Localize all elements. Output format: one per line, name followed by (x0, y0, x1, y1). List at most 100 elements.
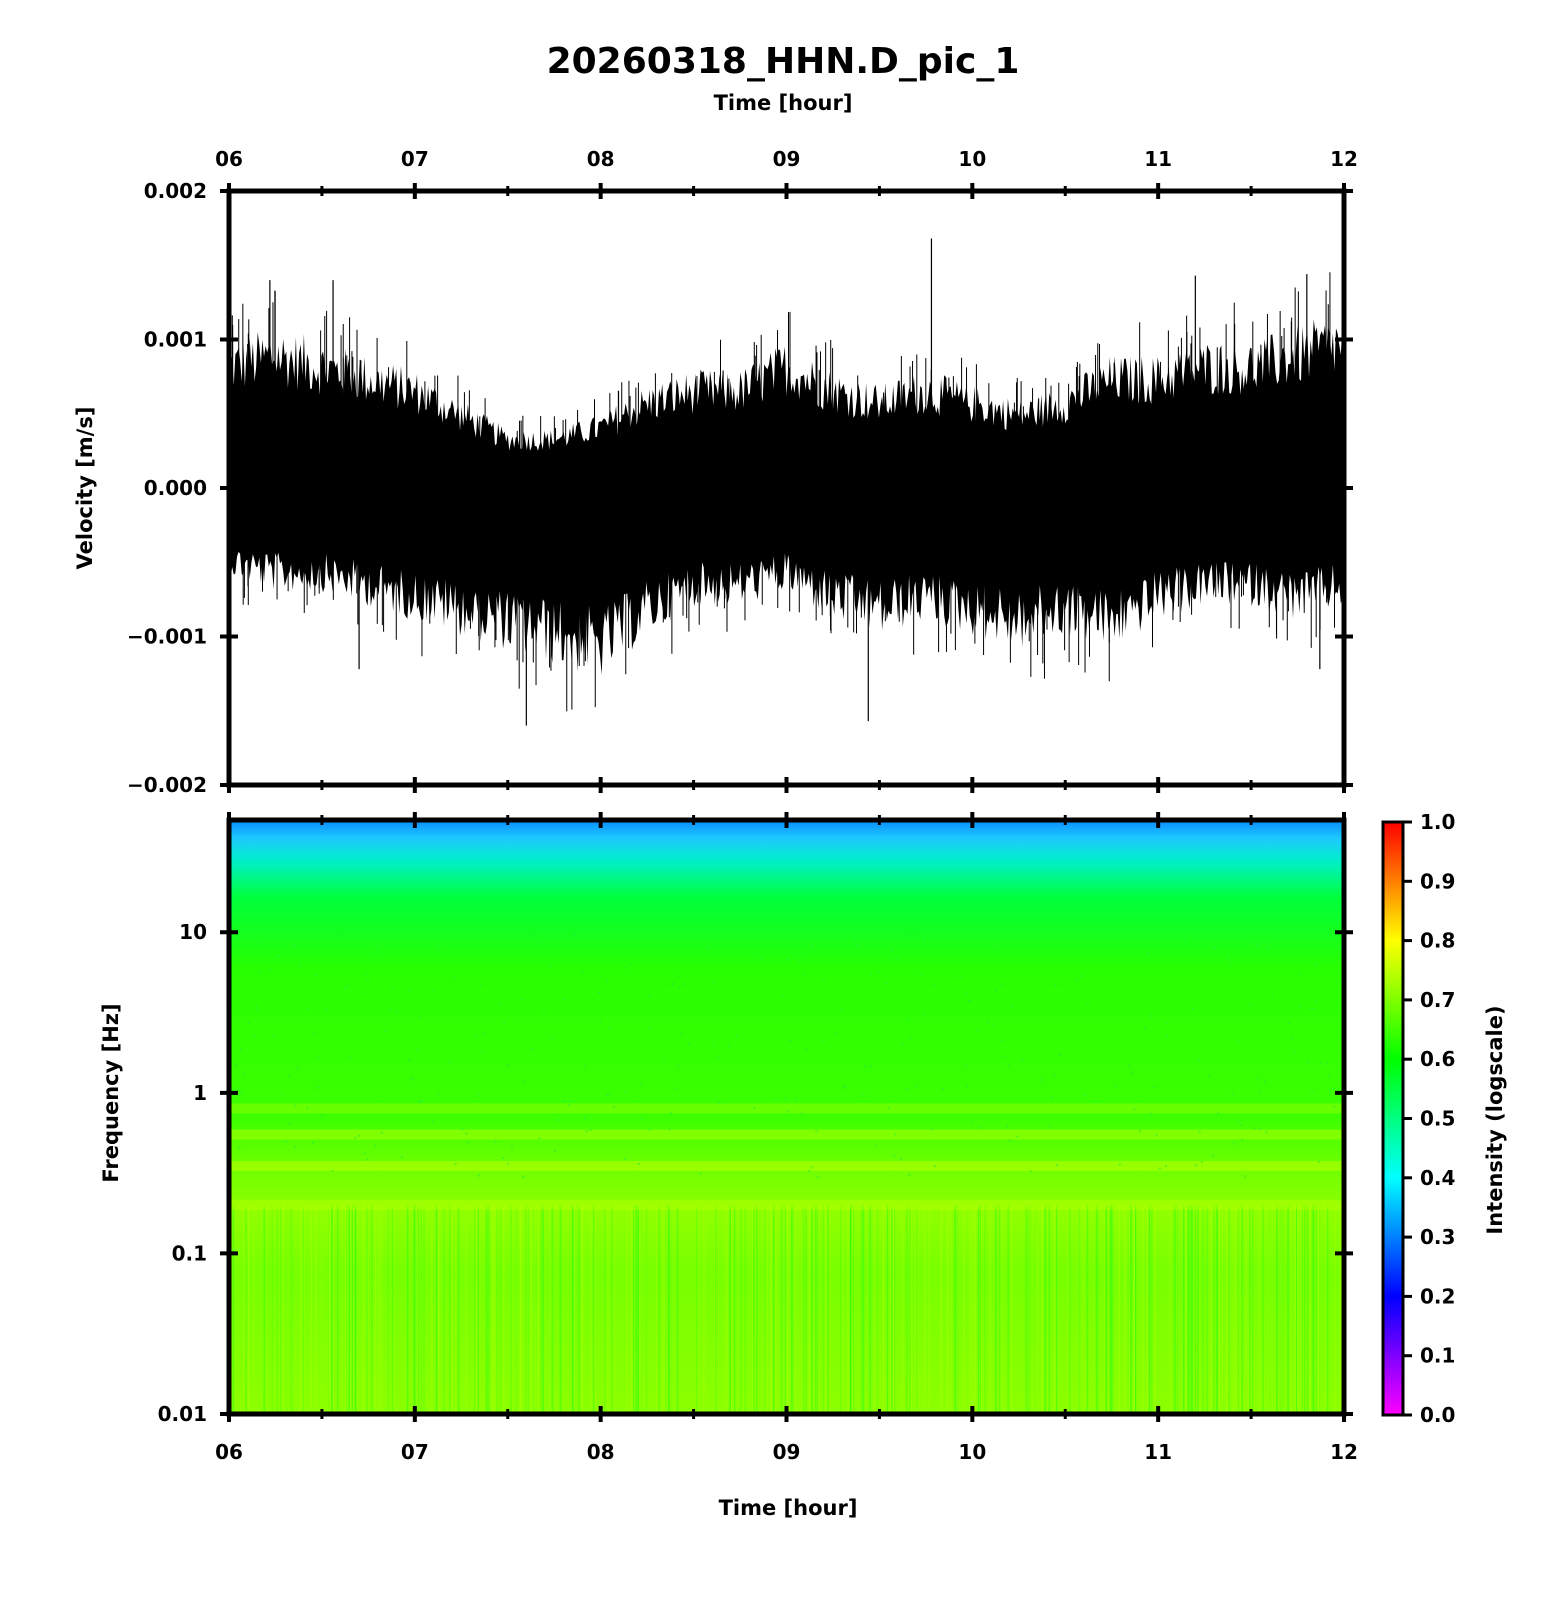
y-tick-label: 0.1 (172, 1241, 207, 1265)
spectrogram-y-ticks: 10 1 0.1 0.01 (158, 920, 1353, 1426)
spectrogram-streak (381, 1205, 383, 1414)
spectrogram-streak (1096, 1205, 1098, 1414)
spectrogram-streak (1035, 1205, 1037, 1414)
spectrogram-streak (1313, 1205, 1315, 1414)
spectrogram-speckle (583, 1117, 586, 1120)
spectrogram-streak (286, 1205, 288, 1414)
spectrogram-speckle (293, 944, 296, 946)
spectrogram-streak (636, 1205, 638, 1414)
spectrogram-speckle (942, 1087, 944, 1090)
spectrogram-speckle (503, 1021, 506, 1024)
spectrogram-streak (1311, 1205, 1313, 1414)
spectrogram-streak (655, 1205, 657, 1414)
spectrogram-streak (449, 1205, 451, 1414)
y-tick-label: −0.001 (127, 625, 207, 649)
spectrogram-streak (805, 1205, 807, 1414)
spectrogram-speckle (507, 1162, 510, 1165)
spectrogram-streak (248, 1205, 250, 1414)
spectrogram-speckle (874, 1144, 877, 1147)
spectrogram-speckle (542, 940, 545, 943)
spectrogram-speckle (894, 1133, 897, 1136)
spectrogram-streak (337, 1205, 339, 1414)
spectrogram-speckle (1146, 952, 1149, 955)
y-tick-label: 0.002 (144, 179, 207, 203)
spectrogram-speckle (854, 939, 857, 942)
spectrogram-streak (1252, 1205, 1254, 1414)
x-tick-label: 12 (1330, 1440, 1358, 1464)
spectrogram-speckle (922, 939, 925, 941)
spectrogram-streak (1245, 1205, 1247, 1414)
spectrogram-speckle (538, 1137, 541, 1140)
spectrogram-speckle (410, 1077, 413, 1080)
spectrogram-speckle (331, 1169, 334, 1172)
spectrogram-speckle (477, 1174, 480, 1177)
spectrogram-streak (387, 1205, 389, 1414)
spectrogram-streak (1056, 1205, 1058, 1414)
spectrogram-streak (458, 1205, 460, 1414)
spectrogram-speckle (530, 1047, 533, 1050)
spectrogram-streak (391, 1205, 393, 1414)
spectrogram-speckle (1312, 1008, 1315, 1010)
x-tick-label: 07 (401, 1440, 429, 1464)
spectrogram-speckle (835, 1033, 838, 1036)
spectrogram-streak (1111, 1205, 1113, 1414)
spectrogram-speckle (438, 947, 441, 950)
spectrogram-speckle (789, 1039, 792, 1042)
spectrogram-streak (1247, 1205, 1249, 1414)
x-tick-label: 08 (587, 147, 615, 171)
spectrogram-streak (1154, 1205, 1157, 1414)
spectrogram-streak (677, 1205, 679, 1414)
spectrogram-streak (928, 1205, 930, 1414)
spectrogram-speckle (968, 999, 971, 1002)
spectrogram-speckle (240, 1048, 243, 1051)
spectrogram-speckle (964, 1065, 967, 1068)
spectrogram-speckle (964, 992, 967, 995)
spectrogram-streak (331, 1205, 333, 1414)
spectrogram-streak (740, 1205, 742, 1414)
spectrogram-speckle (999, 985, 1002, 988)
spectrogram-streak (889, 1205, 891, 1414)
spectrogram-speckle (299, 964, 302, 967)
spectrogram-streak (1190, 1205, 1192, 1414)
spectrogram-streak (407, 1205, 409, 1414)
spectrogram-speckle (1326, 1062, 1329, 1065)
spectrogram-speckle (1268, 941, 1271, 944)
spectrogram-streak (431, 1205, 433, 1414)
spectrogram-speckle (376, 944, 379, 947)
spectrogram-speckle (678, 975, 681, 977)
spectrogram-streak (413, 1205, 415, 1414)
spectrogram-streak (1035, 1205, 1037, 1414)
spectrogram-streak (516, 1205, 518, 1414)
spectrogram-streak (1262, 1205, 1264, 1414)
spectrogram-streak (824, 1205, 827, 1414)
spectrogram-streak (1309, 1205, 1312, 1414)
spectrogram-streak (531, 1205, 533, 1414)
spectrogram-speckle (511, 1145, 513, 1148)
spectrogram-streak (374, 1205, 376, 1414)
spectrogram-streak (984, 1205, 986, 1414)
spectrogram-streak (540, 1205, 542, 1414)
spectrogram-speckle (344, 987, 347, 990)
x-tick-label: 12 (1330, 147, 1358, 171)
spectrogram-streak (604, 1205, 606, 1414)
spectrogram-streak (371, 1205, 373, 1414)
spectrogram-streak (1048, 1205, 1050, 1414)
spectrogram-streak (1313, 1205, 1315, 1414)
spectrogram-speckle (900, 1158, 903, 1161)
spectrogram-speckle (374, 1144, 377, 1147)
spectrogram-streak (667, 1205, 669, 1414)
spectrogram-streak (1190, 1205, 1192, 1414)
spectrogram-streak (1185, 1205, 1188, 1414)
spectrogram-speckle (933, 984, 936, 987)
spectrogram-streak (486, 1205, 488, 1414)
spectrogram-streak (773, 1205, 775, 1414)
spectrogram-streak (378, 1205, 380, 1414)
spectrogram-speckle (624, 1157, 626, 1160)
spectrogram-speckle (991, 1023, 994, 1026)
spectrogram-speckle (259, 970, 262, 973)
spectrogram-streak (1258, 1205, 1260, 1414)
spectrogram-streak (874, 1205, 876, 1414)
spectrogram-speckle (680, 1033, 683, 1036)
spectrogram-streak (633, 1205, 635, 1414)
spectrogram-speckle (671, 984, 674, 987)
